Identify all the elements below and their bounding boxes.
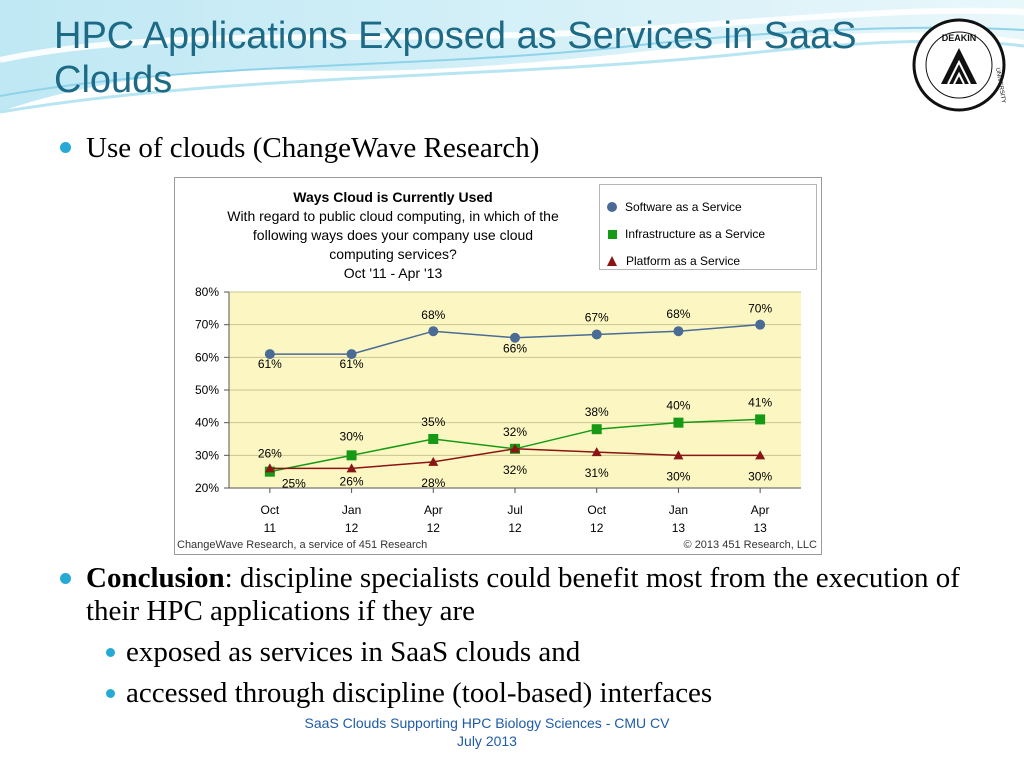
x-tick-label: 12 [508, 521, 522, 535]
cloud-usage-chart: Ways Cloud is Currently Used With regard… [174, 177, 822, 555]
data-point [673, 326, 684, 337]
data-label: 26% [258, 446, 282, 460]
x-tick-label: 12 [345, 521, 359, 535]
data-point [673, 450, 684, 460]
sub-bullet-saas: exposed as services in SaaS clouds and [126, 636, 581, 668]
data-point [510, 443, 520, 453]
bullet-icon [60, 142, 71, 153]
y-tick-label: 80% [195, 285, 219, 299]
x-tick-label: Jan [342, 503, 361, 517]
bullet-icon [60, 573, 71, 584]
data-point [755, 450, 766, 460]
chart-plot: 20% 30% 40% 50% 60% 70% 80% Oct 11 Jan 12 Apr 12 Jul 1… [195, 285, 801, 535]
data-point [428, 326, 439, 337]
data-point [510, 332, 520, 343]
y-tick-label: 50% [195, 383, 219, 397]
data-label: 67% [585, 310, 609, 324]
chart-subtitle-line: computing services? [329, 246, 457, 262]
data-label: 30% [666, 469, 690, 483]
data-point [755, 319, 766, 330]
logo-wordmark: DEAKIN [942, 33, 977, 43]
x-tick-label: 12 [590, 521, 604, 535]
data-point [755, 414, 766, 425]
chart-source: ChangeWave Research, a service of 451 Re… [177, 539, 428, 551]
y-tick-label: 70% [195, 318, 219, 332]
chart-subtitle-line: following ways does your company use clo… [252, 227, 534, 243]
legend-item-iaas: Infrastructure as a Service [606, 226, 765, 242]
sub-bullet-icon [106, 648, 115, 657]
y-tick-label: 30% [195, 448, 219, 462]
data-label: 30% [340, 429, 364, 443]
x-tick-label: Oct [587, 503, 606, 517]
legend-triangle-marker [606, 255, 618, 267]
legend-circle-marker [607, 202, 617, 212]
data-label: 26% [340, 474, 364, 488]
y-tick-label: 40% [195, 416, 219, 430]
data-point [346, 450, 357, 461]
slide-footer: SaaS Clouds Supporting HPC Biology Scien… [262, 714, 712, 750]
chart-title-block: Ways Cloud is Currently Used With regard… [183, 188, 603, 283]
university-logo: DEAKIN UNIVERSITY [912, 18, 1006, 112]
x-tick-label: 13 [753, 521, 767, 535]
x-tick-label: Apr [751, 503, 770, 517]
legend-item-paas: Platform as a Service [606, 253, 740, 269]
data-label: 68% [666, 307, 690, 321]
legend-label: Platform as a Service [626, 254, 741, 268]
x-tick-label: Jan [669, 503, 688, 517]
conclusion-label: Conclusion [86, 562, 225, 594]
legend-item-saas: Software as a Service [606, 199, 742, 215]
data-point [346, 463, 357, 473]
data-point [346, 349, 357, 360]
data-label: 40% [666, 399, 690, 413]
data-label: 68% [421, 308, 445, 322]
data-point [428, 434, 439, 444]
legend-square-marker [608, 229, 617, 239]
x-tick-label: 11 [264, 521, 277, 535]
legend-label: Infrastructure as a Service [625, 227, 766, 241]
data-point [428, 456, 439, 466]
data-label: 66% [503, 342, 527, 356]
x-tick-label: 13 [672, 521, 686, 535]
data-label: 32% [503, 463, 527, 477]
data-point [264, 349, 275, 360]
footer-line: SaaS Clouds Supporting HPC Biology Scien… [304, 715, 670, 731]
data-point [591, 329, 602, 340]
chart-legend: Software as a Service Infrastructure as … [599, 184, 817, 270]
data-label: 35% [421, 415, 445, 429]
data-label: 32% [503, 425, 527, 439]
data-label: 61% [258, 357, 282, 371]
chart-title: Ways Cloud is Currently Used [293, 189, 493, 205]
x-tick-label: 12 [427, 521, 441, 535]
x-tick-label: Oct [261, 503, 280, 517]
conclusion-text: : discipline specialists could benefit m… [86, 562, 960, 627]
data-label: 41% [748, 395, 772, 409]
data-label: 31% [585, 466, 609, 480]
sub-bullet-icon [106, 689, 115, 698]
y-tick-label: 20% [195, 481, 219, 495]
data-label: 70% [748, 302, 772, 316]
chart-subtitle-line: Oct '11 - Apr '13 [343, 265, 443, 281]
data-label: 30% [748, 469, 772, 483]
legend-label: Software as a Service [625, 200, 742, 214]
bullet-conclusion: Conclusion: discipline specialists could… [86, 562, 986, 628]
x-tick-label: Jul [507, 503, 522, 517]
data-point [591, 447, 602, 457]
data-point [264, 463, 275, 473]
sub-bullet-interfaces: accessed through discipline (tool-based)… [126, 677, 713, 709]
logo-ring-text: UNIVERSITY [994, 67, 1006, 104]
data-point [591, 424, 602, 435]
bullet-clouds-usage: Use of clouds (ChangeWave Research) [86, 132, 540, 164]
data-label: 25% [282, 477, 306, 491]
x-tick-label: Apr [424, 503, 443, 517]
chart-subtitle-line: With regard to public cloud computing, i… [227, 208, 559, 224]
data-point [673, 417, 684, 428]
footer-date: July 2013 [457, 733, 517, 749]
data-label: 61% [340, 357, 364, 371]
chart-copyright: © 2013 451 Research, LLC [683, 539, 817, 551]
data-label: 38% [585, 405, 609, 419]
slide-title: HPC Applications Exposed as Services in … [54, 15, 857, 101]
data-label: 28% [421, 476, 445, 490]
y-tick-label: 60% [195, 350, 219, 364]
